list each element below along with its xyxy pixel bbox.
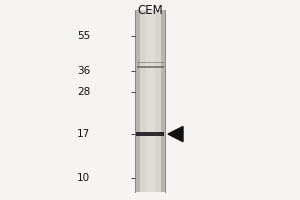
Bar (135, 10, 140, 192)
Text: CEM: CEM (137, 4, 163, 17)
Bar (136, 66, 164, 68)
Text: 28: 28 (77, 87, 90, 97)
Text: 55: 55 (77, 31, 90, 41)
Text: 10: 10 (77, 173, 90, 183)
Polygon shape (168, 126, 183, 142)
Bar (160, 10, 165, 192)
Bar (146, 10, 154, 192)
Bar (136, 132, 164, 136)
Text: 36: 36 (77, 66, 90, 76)
Bar (136, 62, 164, 63)
Text: 17: 17 (77, 129, 90, 139)
Bar (140, 10, 160, 192)
